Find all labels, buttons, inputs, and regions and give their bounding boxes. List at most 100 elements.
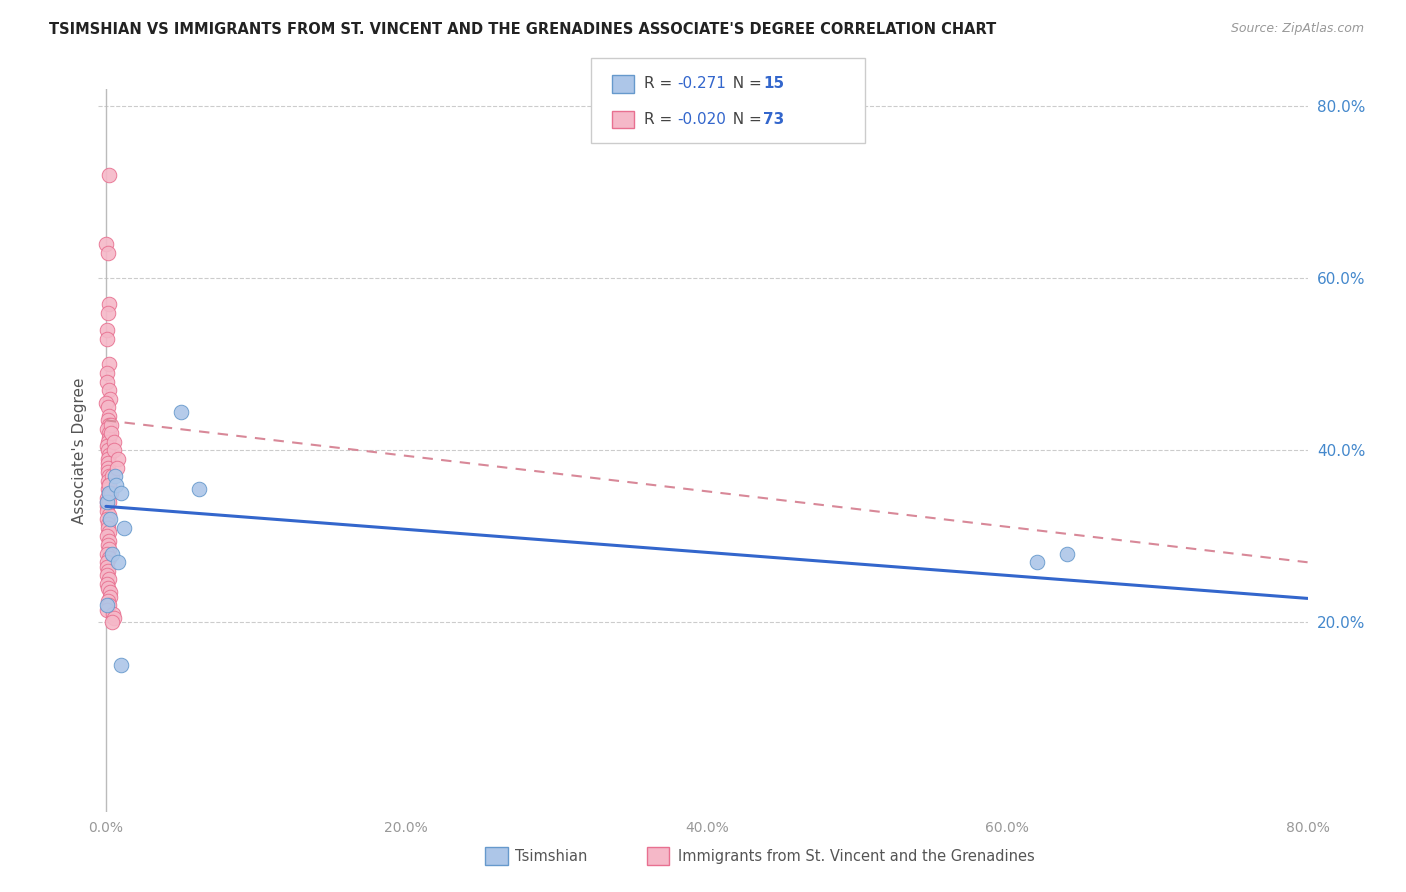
Point <box>112 521 135 535</box>
Point <box>96 568 118 582</box>
Text: N =: N = <box>723 112 766 127</box>
Point <box>97 245 120 260</box>
Point <box>98 392 121 406</box>
Point <box>97 431 120 445</box>
Point <box>107 452 129 467</box>
Point <box>97 474 120 488</box>
Point <box>1026 555 1049 569</box>
Text: Immigrants from St. Vincent and the Grenadines: Immigrants from St. Vincent and the Gren… <box>678 849 1035 863</box>
Point <box>96 576 118 591</box>
Point <box>97 384 120 398</box>
Point <box>97 401 120 415</box>
Point <box>96 332 118 346</box>
Point <box>98 409 121 423</box>
Point <box>97 434 120 449</box>
Point <box>100 426 122 441</box>
Point <box>188 482 211 496</box>
Point <box>105 460 128 475</box>
Point <box>97 448 120 462</box>
Text: TSIMSHIAN VS IMMIGRANTS FROM ST. VINCENT AND THE GRENADINES ASSOCIATE'S DEGREE C: TSIMSHIAN VS IMMIGRANTS FROM ST. VINCENT… <box>49 22 997 37</box>
Point <box>98 573 121 587</box>
Point <box>96 547 118 561</box>
Point <box>96 375 118 389</box>
Y-axis label: Associate's Degree: Associate's Degree <box>72 377 87 524</box>
Point <box>97 469 120 483</box>
Point <box>96 237 118 252</box>
Point <box>97 358 120 372</box>
Point <box>98 495 121 509</box>
Point <box>96 559 118 574</box>
Text: -0.271: -0.271 <box>678 77 727 91</box>
Text: Tsimshian: Tsimshian <box>515 849 586 863</box>
Point <box>110 486 132 500</box>
Point <box>98 525 121 540</box>
Point <box>98 599 121 613</box>
Text: 15: 15 <box>763 77 785 91</box>
Text: -0.020: -0.020 <box>678 112 727 127</box>
Point <box>97 168 120 182</box>
Point <box>103 434 125 449</box>
Text: R =: R = <box>644 77 678 91</box>
Point <box>98 426 121 441</box>
Point <box>96 439 118 453</box>
Point <box>96 366 118 380</box>
Point <box>96 491 118 505</box>
Point <box>101 547 124 561</box>
Point <box>101 469 124 483</box>
Point <box>96 538 118 552</box>
Text: N =: N = <box>723 77 766 91</box>
Point <box>98 533 121 548</box>
Point <box>97 452 120 467</box>
Point <box>98 585 121 599</box>
Point <box>98 478 121 492</box>
Point <box>96 323 118 337</box>
Point <box>97 443 120 458</box>
Point <box>96 495 118 509</box>
Point <box>96 555 118 569</box>
Point <box>96 512 118 526</box>
Point <box>98 486 121 500</box>
Point <box>98 478 121 492</box>
Point <box>101 607 124 621</box>
Point <box>96 500 118 514</box>
Point <box>103 443 125 458</box>
Point <box>97 456 120 470</box>
Point <box>97 465 120 479</box>
Point <box>97 306 120 320</box>
Point <box>97 542 120 557</box>
Point <box>97 516 120 531</box>
Point <box>96 503 118 517</box>
Point <box>97 413 120 427</box>
Point <box>96 495 118 509</box>
Point <box>100 417 122 432</box>
Point <box>98 508 121 522</box>
Point <box>100 486 122 500</box>
Point <box>104 469 127 483</box>
Point <box>97 486 120 500</box>
Point <box>97 297 120 311</box>
Text: 73: 73 <box>763 112 785 127</box>
Point <box>96 602 118 616</box>
Point <box>1056 547 1078 561</box>
Point <box>97 564 120 578</box>
Point <box>96 422 118 436</box>
Point <box>97 521 120 535</box>
Point <box>96 599 118 613</box>
Point <box>100 512 122 526</box>
Point <box>98 551 121 566</box>
Point <box>170 405 193 419</box>
Point <box>97 417 120 432</box>
Point <box>107 555 129 569</box>
Point <box>103 611 125 625</box>
Point <box>105 478 128 492</box>
Point <box>110 658 132 673</box>
Point <box>97 482 120 496</box>
Point <box>98 590 121 604</box>
Point <box>96 529 118 543</box>
Text: R =: R = <box>644 112 678 127</box>
Point <box>97 460 120 475</box>
Point <box>97 594 120 608</box>
Text: Source: ZipAtlas.com: Source: ZipAtlas.com <box>1230 22 1364 36</box>
Point <box>101 615 124 630</box>
Point <box>96 396 118 410</box>
